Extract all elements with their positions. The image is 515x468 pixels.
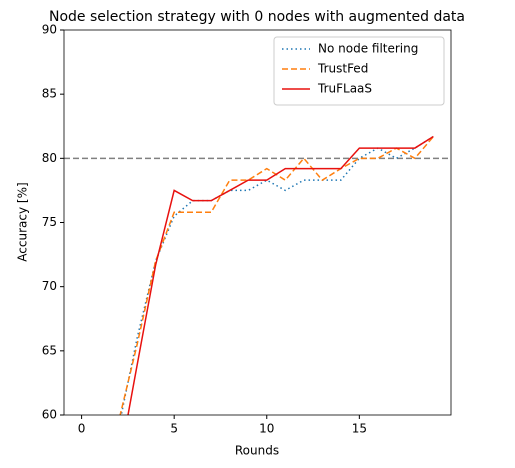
x-tick-label: 15 — [352, 422, 367, 436]
legend-label: TrustFed — [317, 62, 368, 76]
y-tick-label: 80 — [42, 151, 57, 165]
y-tick-label: 65 — [42, 343, 57, 357]
series-line — [127, 135, 434, 415]
chart-title: Node selection strategy with 0 nodes wit… — [49, 9, 465, 25]
y-tick-label: 60 — [42, 408, 57, 422]
y-tick-label: 90 — [42, 23, 57, 37]
x-tick-label: 0 — [78, 422, 86, 436]
y-tick-label: 70 — [42, 279, 57, 293]
series-line — [120, 135, 434, 415]
plot-area — [64, 135, 451, 415]
legend-label: TruFLaaS — [317, 82, 372, 96]
y-tick-label: 75 — [42, 215, 57, 229]
y-axis-label: Accuracy [%] — [16, 182, 30, 261]
x-axis-label: Rounds — [235, 444, 279, 458]
legend-label: No node filtering — [318, 42, 418, 56]
legend-box — [273, 36, 445, 106]
x-tick-label: 5 — [170, 422, 178, 436]
y-tick-label: 85 — [42, 87, 57, 101]
x-tick-label: 10 — [259, 422, 274, 436]
series-line — [119, 136, 434, 415]
